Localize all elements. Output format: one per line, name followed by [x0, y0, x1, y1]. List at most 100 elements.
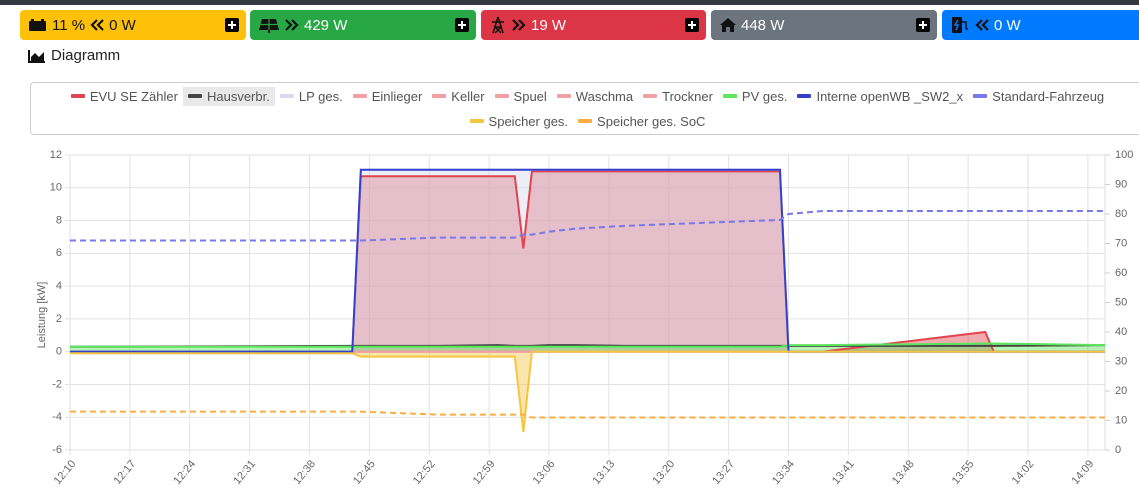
arrow-icon: [285, 19, 299, 31]
x-tick-label: 12:59: [471, 458, 498, 487]
y2-tick-label: 100: [1115, 149, 1133, 161]
y2-tick-label: 40: [1115, 326, 1127, 338]
house-tile[interactable]: 448 W: [711, 10, 937, 40]
chart-icon: [28, 49, 45, 63]
arrow-icon: [90, 19, 104, 31]
x-tick-label: 12:38: [291, 458, 318, 487]
legend-item[interactable]: Interne openWB _SW2_x: [792, 87, 968, 106]
series-area: [70, 171, 1105, 352]
arrow-icon: [975, 19, 989, 31]
legend-label: Keller: [451, 88, 485, 104]
legend-label: Hausverbr.: [206, 88, 270, 104]
grid-power: 19 W: [531, 16, 567, 34]
legend-swatch: [556, 94, 571, 98]
legend-swatch: [973, 94, 988, 98]
y2-tick-label: 80: [1115, 208, 1127, 220]
series-area: [70, 169, 1105, 352]
y2-tick-label: 20: [1115, 385, 1127, 397]
legend-label: Waschma: [575, 88, 634, 104]
top-bar: [0, 0, 1139, 5]
charge-tile[interactable]: 0 W: [942, 10, 1139, 40]
legend-item[interactable]: Waschma: [552, 87, 638, 106]
legend-swatch: [578, 119, 593, 123]
x-tick-label: 13:34: [770, 458, 797, 487]
x-tick-label: 13:41: [830, 458, 857, 487]
legend-item[interactable]: Einlieger: [348, 87, 428, 106]
battery-tile[interactable]: 11 % 0 W: [20, 10, 246, 40]
legend-item[interactable]: EVU SE Zähler: [66, 87, 183, 106]
series-line: [70, 410, 1105, 419]
y2-tick-label: 10: [1115, 414, 1127, 426]
legend-label: Einlieger: [371, 88, 423, 104]
y2-tick-label: 0: [1115, 444, 1121, 456]
charge-power: 0 W: [994, 16, 1021, 34]
x-tick-label: 14:09: [1070, 458, 1097, 487]
pv-tile[interactable]: 429 W: [250, 10, 476, 40]
x-tick-label: 13:13: [591, 458, 618, 487]
legend-item[interactable]: Speicher ges. SoC: [573, 112, 710, 131]
arrow-icon: [512, 19, 526, 31]
expand-button[interactable]: [455, 18, 469, 32]
y-tick-label: 4: [56, 280, 62, 292]
legend-label: Interne openWB _SW2_x: [816, 88, 964, 104]
legend-swatch: [797, 94, 812, 98]
legend-label: EVU SE Zähler: [89, 88, 178, 104]
x-tick-label: 13:20: [650, 458, 677, 487]
y2-tick-label: 90: [1115, 178, 1127, 190]
x-tick-label: 12:10: [52, 458, 79, 487]
legend-label: Standard-Fahrzeug: [992, 88, 1105, 104]
legend-swatch: [432, 94, 447, 98]
charger-icon: [952, 17, 968, 33]
legend-swatch: [352, 94, 367, 98]
legend-item[interactable]: Keller: [427, 87, 489, 106]
expand-button[interactable]: [916, 18, 930, 32]
pv-power: 429 W: [304, 16, 348, 34]
legend-item[interactable]: Standard-Fahrzeug: [968, 87, 1109, 106]
legend-item[interactable]: Speicher ges.: [465, 112, 574, 131]
section-header: Diagramm: [28, 47, 120, 64]
legend-label: Speicher ges. SoC: [597, 113, 706, 129]
x-tick-label: 12:52: [411, 458, 438, 487]
legend-item[interactable]: LP ges.: [275, 87, 348, 106]
y-tick-label: 12: [50, 149, 62, 161]
battery-soc: 11 %: [52, 16, 86, 34]
y-tick-label: 2: [56, 313, 62, 325]
grid-tile[interactable]: 19 W: [481, 10, 706, 40]
legend-label: PV ges.: [741, 88, 788, 104]
battery-icon: [29, 19, 46, 31]
y-tick-label: 0: [56, 346, 62, 358]
x-tick-label: 12:31: [231, 458, 258, 487]
y2-tick-label: 50: [1115, 296, 1127, 308]
y-tick-label: 8: [56, 214, 62, 226]
legend-swatch: [494, 94, 509, 98]
y2-tick-label: 60: [1115, 267, 1127, 279]
series-line: [70, 210, 1105, 242]
house-icon: [720, 18, 736, 32]
legend-swatch: [187, 94, 202, 98]
x-tick-label: 12:24: [171, 458, 198, 487]
legend-swatch: [279, 94, 294, 98]
legend-label: LP ges.: [298, 88, 343, 104]
expand-button[interactable]: [685, 18, 699, 32]
y2-tick-label: 70: [1115, 237, 1127, 249]
legend-label: Speicher ges.: [488, 113, 569, 129]
legend-label: Trockner: [662, 88, 713, 104]
y2-tick-label: 30: [1115, 355, 1127, 367]
legend-item[interactable]: Trockner: [638, 87, 718, 106]
legend-label: Spuel: [513, 88, 547, 104]
y-axis-label: Leistung [kW]: [36, 282, 48, 349]
legend-swatch: [643, 94, 658, 98]
x-tick-label: 13:27: [710, 458, 737, 487]
x-tick-label: 12:17: [112, 458, 139, 487]
legend-item[interactable]: Hausverbr.: [182, 86, 275, 106]
legend-item[interactable]: Spuel: [490, 87, 552, 106]
legend-item[interactable]: PV ges.: [718, 87, 793, 106]
chart: Leistung [kW] -6 -4 -2 0 2 4 6 8 10 12 0 10 20 30 40 50…: [36, 149, 1133, 487]
y-tick-label: -2: [52, 378, 62, 390]
x-tick-label: 13:55: [950, 458, 977, 487]
grid-icon: [492, 16, 504, 34]
y-tick-label: -4: [52, 411, 62, 423]
expand-button[interactable]: [225, 18, 239, 32]
y-tick-label: 6: [56, 247, 62, 259]
